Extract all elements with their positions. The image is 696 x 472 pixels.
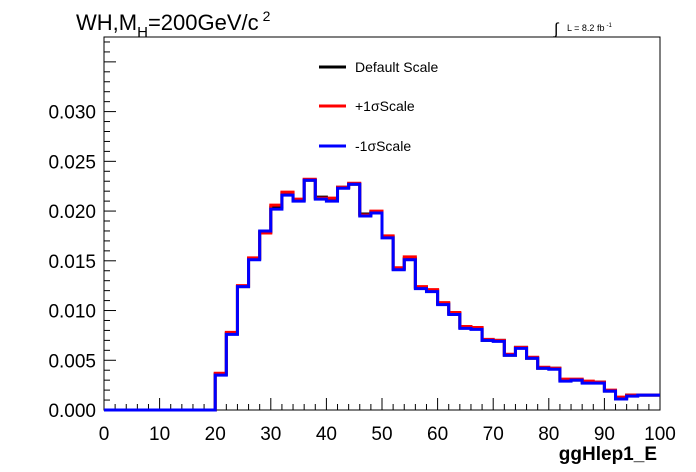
lumi-superscript: -1 bbox=[606, 23, 612, 29]
y-tick-label: 0.005 bbox=[48, 351, 96, 372]
lumi-text: L = 8.2 fb bbox=[567, 23, 604, 33]
series-line-2 bbox=[104, 178, 660, 412]
legend-label-0: Default Scale bbox=[355, 59, 438, 75]
legend: Default Scale +1σScale -1σScale bbox=[319, 59, 438, 154]
chart-title-main: WH,M bbox=[76, 10, 137, 35]
chart-title: WH,MH=200GeV/c 2 bbox=[76, 8, 271, 41]
legend-label-1: +1σScale bbox=[355, 98, 415, 114]
x-tick-label: 0 bbox=[99, 424, 110, 445]
x-tick-label: 70 bbox=[483, 424, 504, 445]
legend-label-2: -1σScale bbox=[355, 138, 411, 154]
x-tick-label: 60 bbox=[427, 424, 448, 445]
axes: 0 10 20 30 40 50 60 70 80 90 100 0.000 0.005 0.010 0.0… bbox=[48, 41, 676, 445]
lumi-label: L = 8.2 fb -1 bbox=[567, 23, 612, 33]
x-tick-label: 10 bbox=[149, 424, 170, 445]
chart-title-superscript: 2 bbox=[263, 8, 271, 24]
y-tick-label: 0.010 bbox=[48, 302, 96, 323]
x-tick-label: 80 bbox=[538, 424, 559, 445]
y-tick-label: 0.000 bbox=[48, 401, 96, 422]
x-tick-label: 20 bbox=[205, 424, 226, 445]
lumi-integral-sign: ∫ bbox=[553, 21, 560, 38]
y-tick-label: 0.025 bbox=[48, 152, 96, 173]
x-axis-label: ggHlep1_E bbox=[559, 444, 657, 465]
series-group bbox=[104, 177, 660, 412]
x-tick-label: 50 bbox=[371, 424, 392, 445]
y-tick-label: 0.030 bbox=[48, 103, 96, 124]
x-tick-label: 100 bbox=[644, 424, 676, 445]
x-tick-label: 90 bbox=[594, 424, 615, 445]
chart-title-subscript: H bbox=[137, 24, 148, 41]
y-tick-label: 0.020 bbox=[48, 202, 96, 223]
x-tick-label: 40 bbox=[316, 424, 337, 445]
y-tick-label: 0.015 bbox=[48, 252, 96, 273]
chart-title-rest: =200GeV/c bbox=[148, 10, 259, 35]
x-tick-label: 30 bbox=[260, 424, 281, 445]
